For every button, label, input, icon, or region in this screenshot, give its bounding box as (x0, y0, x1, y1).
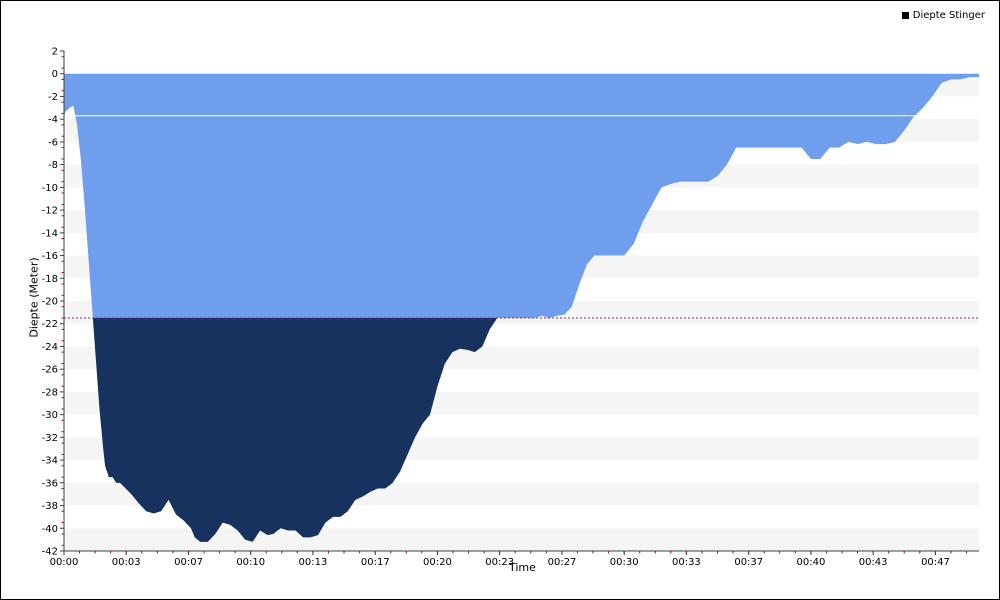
y-tick-label: -38 (42, 501, 58, 512)
y-tick-label: -32 (42, 433, 58, 444)
y-tick-label: -10 (42, 183, 58, 194)
y-tick-label: -20 (42, 297, 58, 308)
y-tick-label: -42 (42, 547, 58, 558)
x-axis-ticks: 00:00 00:03 00:07 00:10 00:13 00:17 00:20 00:23… (50, 551, 967, 568)
x-tick-label: 00:10 (236, 557, 265, 568)
x-axis-label: Time (509, 561, 536, 574)
y-tick-label: -8 (48, 160, 58, 171)
x-tick-label: 00:30 (610, 557, 639, 568)
y-tick-label: -26 (42, 365, 58, 376)
x-tick-label: 00:37 (734, 557, 763, 568)
x-tick-label: 00:23 (485, 557, 514, 568)
x-tick-label: 00:20 (423, 557, 452, 568)
x-tick-label: 00:27 (548, 557, 577, 568)
y-tick-label: -12 (42, 206, 58, 217)
y-tick-label: -28 (42, 387, 58, 398)
y-tick-label: -16 (42, 251, 58, 262)
y-tick-label: 0 (52, 69, 58, 80)
y-axis-label: Diepte (Meter) (27, 257, 41, 338)
reference-lines (64, 115, 979, 319)
y-tick-label: 2 (52, 47, 58, 58)
y-tick-label: -2 (48, 92, 58, 103)
y-tick-label: -14 (42, 228, 58, 239)
y-tick-label: -22 (42, 319, 58, 330)
x-tick-label: 00:13 (299, 557, 328, 568)
x-tick-label: 00:07 (174, 557, 203, 568)
y-tick-label: -30 (42, 410, 58, 421)
y-tick-label: -36 (42, 478, 58, 489)
y-axis-ticks: 2 0 -2 -4 -6 -8 -10 -12 -14 -16 -18 -20 -22 -24 -26 -28… (42, 47, 64, 558)
legend: Diepte Stinger (901, 10, 985, 21)
y-tick-label: -24 (42, 342, 58, 353)
x-tick-label: 00:40 (797, 557, 826, 568)
grid-band (64, 528, 979, 551)
area-lower-fill (92, 318, 498, 542)
x-tick-label: 00:17 (361, 557, 390, 568)
y-tick-label: -6 (48, 137, 58, 148)
area-upper-fill (64, 73, 979, 319)
x-tick-label: 00:03 (112, 557, 141, 568)
legend-swatch (901, 12, 909, 19)
x-tick-label: 00:43 (859, 557, 888, 568)
y-tick-label: -40 (42, 524, 58, 535)
y-tick-label: -34 (42, 456, 58, 467)
x-tick-label: 00:47 (921, 557, 950, 568)
y-tick-label: -4 (48, 115, 58, 126)
legend-label: Diepte Stinger (912, 10, 985, 21)
x-tick-label: 00:33 (672, 557, 701, 568)
y-tick-label: -18 (42, 274, 58, 285)
x-tick-label: 00:00 (50, 557, 79, 568)
